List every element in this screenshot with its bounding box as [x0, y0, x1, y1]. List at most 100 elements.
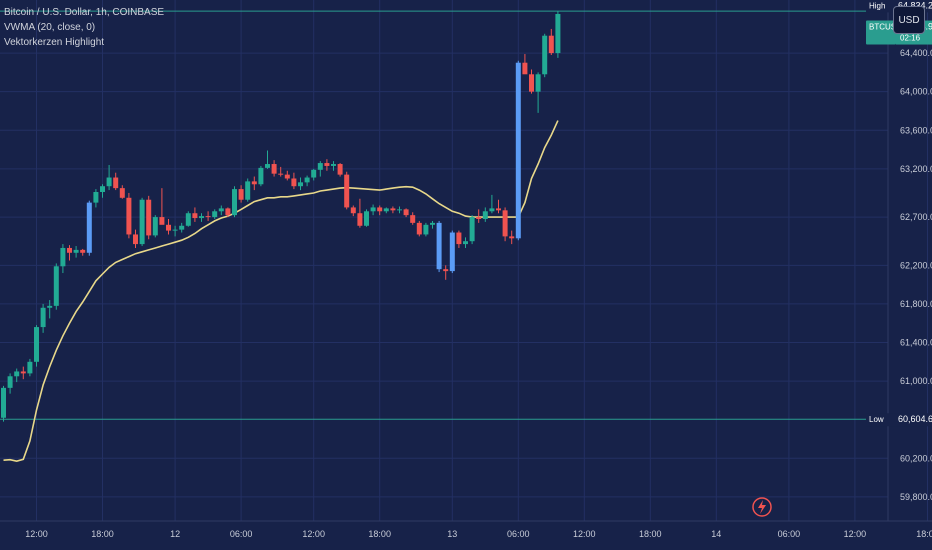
time-tick-label: 06:00	[507, 529, 530, 539]
candle	[298, 177, 303, 191]
candle	[73, 246, 79, 258]
candle-body	[238, 189, 244, 200]
candle-body	[106, 177, 112, 187]
candles	[1, 11, 561, 422]
candle-body	[172, 229, 178, 231]
time-tick-label: 12	[170, 529, 180, 539]
candle-body	[509, 236, 515, 239]
candle	[430, 220, 435, 229]
candle-body	[291, 178, 297, 187]
candle-body	[73, 249, 79, 253]
vwma-line	[3, 120, 559, 463]
candle	[179, 222, 185, 233]
candle-body	[1, 387, 6, 418]
candle	[482, 207, 488, 222]
candle	[119, 185, 125, 199]
candle-body	[344, 174, 350, 208]
candle	[476, 209, 482, 223]
candle	[344, 171, 350, 210]
candle-body	[265, 164, 270, 168]
candle	[47, 300, 53, 319]
candle-body	[456, 232, 462, 245]
candle	[34, 325, 39, 367]
candle-body	[397, 209, 402, 211]
candle-body	[139, 199, 145, 245]
price-tick-label: 63,600.00	[900, 125, 932, 135]
candle-body	[53, 266, 59, 306]
candle-body	[100, 186, 105, 192]
candle	[423, 222, 429, 237]
candle-body	[443, 269, 449, 272]
candle	[469, 215, 475, 245]
price-tick-label: 64,400.00	[900, 48, 932, 58]
vector-indicator-label[interactable]: Vektorkerzen Highlight	[4, 37, 105, 48]
candle-body	[489, 208, 495, 212]
candle-body	[212, 211, 218, 218]
time-tick-label: 18:00	[916, 529, 932, 539]
candle-body	[469, 217, 475, 242]
candle-body	[535, 74, 541, 92]
candle	[529, 69, 534, 94]
price-tick-label: 62,200.00	[900, 260, 932, 270]
candle-body	[476, 217, 482, 220]
time-tick-label: 13	[447, 529, 457, 539]
candle	[463, 237, 468, 248]
candle	[86, 200, 92, 256]
time-tick-label: 18:00	[91, 529, 114, 539]
candle	[291, 172, 297, 190]
candle-body	[548, 35, 554, 54]
candle-body	[146, 199, 152, 236]
candle-body	[7, 376, 13, 388]
candle	[489, 194, 495, 214]
candle-body	[317, 163, 323, 170]
candle-body	[403, 209, 409, 216]
candle	[278, 166, 284, 177]
candle	[397, 206, 402, 214]
candle-body	[284, 174, 290, 179]
time-tick-label: 18:00	[368, 529, 391, 539]
time-tick-label: 06:00	[778, 529, 801, 539]
high-tag-label-box	[866, 0, 896, 13]
time-tick-label: 18:00	[639, 529, 662, 539]
candle	[159, 188, 165, 225]
candle-body	[185, 213, 191, 226]
symbol-title[interactable]: Bitcoin / U.S. Dollar, 1h, COINBASE	[4, 7, 165, 18]
candle	[456, 230, 462, 248]
candle	[20, 366, 26, 380]
low-tag: Low 60,604.67	[866, 413, 932, 427]
candle-body	[67, 247, 72, 253]
currency-button[interactable]: USD	[893, 6, 925, 34]
candle-body	[199, 216, 204, 219]
candle	[232, 186, 237, 218]
vwma-indicator-label[interactable]: VWMA (20, close, 0)	[4, 22, 96, 33]
candle	[7, 373, 13, 394]
chart-legend: Bitcoin / U.S. Dollar, 1h, COINBASE VWMA…	[4, 5, 164, 50]
lightning-icon[interactable]	[752, 497, 772, 517]
candle-body	[133, 234, 138, 245]
candle	[542, 33, 548, 78]
candle	[106, 164, 112, 191]
time-tick-label: 06:00	[230, 529, 253, 539]
candle	[166, 219, 171, 235]
candle	[515, 60, 521, 241]
candle	[443, 265, 449, 280]
candle-body	[377, 207, 383, 212]
candle-body	[324, 163, 330, 166]
candle-body	[245, 181, 251, 200]
candle	[390, 206, 396, 214]
candle-body	[482, 211, 488, 220]
low-tag-value-box	[896, 413, 932, 427]
candle	[271, 160, 277, 177]
candle-body	[331, 164, 336, 166]
price-axis[interactable]: 59,800.00 60,200.00 61,000.00 61,400.00 61,8…	[887, 0, 932, 521]
candle	[548, 28, 554, 55]
candle-body	[383, 208, 389, 212]
candle-body	[34, 327, 39, 362]
price-tick-label: 59,800.00	[900, 492, 932, 502]
time-axis[interactable]: 12:00 18:00 12 06:00 12:00 18:00 13 06:00 12:00 1…	[0, 520, 932, 539]
candle-body	[251, 181, 257, 185]
price-tick-label: 61,000.00	[900, 376, 932, 386]
candle-body	[119, 188, 125, 198]
